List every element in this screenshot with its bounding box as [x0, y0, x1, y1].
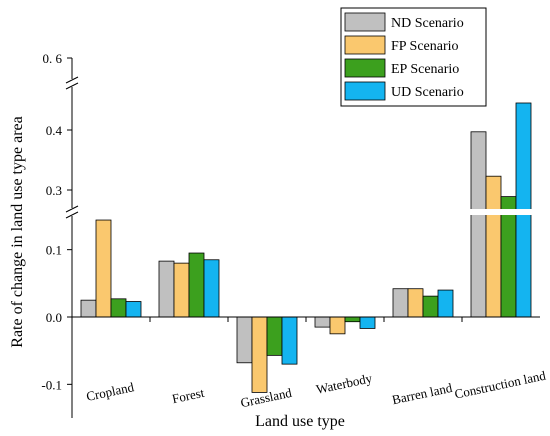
legend-swatch-2 [344, 35, 386, 55]
bar-grassland-s1 [236, 316, 253, 364]
bar-waterbody-s1 [314, 316, 331, 328]
legend-label-1: ND Scenario [391, 16, 464, 31]
legend: ND Scenario FP Scenario EP Scenario UD Scen… [340, 7, 487, 107]
bar-waterbody-s4 [359, 316, 376, 329]
y-tick-label: 0. 6 [43, 51, 63, 66]
axis-break-gap [73, 209, 541, 215]
legend-swatch-3 [344, 58, 386, 78]
legend-label-2: FP Scenario [391, 39, 459, 54]
bar-construction-land-s1 [470, 131, 487, 318]
bar-waterbody-s2 [329, 316, 346, 335]
bars-layer [73, 102, 541, 393]
axis-break-mark [65, 205, 79, 213]
bar-grassland-s2 [251, 316, 268, 393]
axis-break-mark [65, 76, 79, 84]
bar-construction-land-s2 [485, 175, 502, 318]
legend-label-4: UD Scenario [391, 85, 464, 100]
bar-waterbody-s3 [344, 316, 361, 323]
y-tick-label: 0.0 [46, 310, 62, 325]
y-tick-label: -0.1 [41, 377, 62, 392]
x-tick-label-forest: Forest [171, 385, 206, 407]
y-tick-label: 0.4 [46, 123, 63, 138]
bar-forest-s3 [188, 252, 205, 318]
bar-barren-land-s4 [437, 289, 454, 318]
y-tick-label: 0.3 [46, 183, 62, 198]
axis-break-mark [65, 211, 79, 219]
y-axis: -0.1 0.0 0.1 0.3 0.4 0. 6 [41, 51, 540, 418]
x-tick-label-barren-land: Barren land [391, 380, 454, 407]
legend-swatch-1 [344, 12, 386, 32]
x-tick-label-cropland: Cropland [85, 379, 136, 404]
bar-cropland-s2 [95, 219, 112, 318]
legend-label-3: EP Scenario [391, 62, 459, 77]
y-axis-label: Rate of change in land use type area [9, 116, 26, 347]
x-tick-label-waterbody: Waterbody [315, 370, 374, 397]
bar-barren-land-s2 [407, 288, 424, 318]
y-tick-label: 0.1 [46, 243, 62, 258]
bar-grassland-s3 [266, 316, 283, 356]
bar-forest-s2 [173, 262, 190, 318]
legend-swatch-4 [344, 81, 386, 101]
axis-break-mark [65, 82, 79, 90]
bar-barren-land-s3 [422, 295, 439, 318]
bar-cropland-s1 [80, 299, 97, 318]
bar-forest-s1 [158, 260, 175, 318]
bar-forest-s4 [203, 259, 220, 318]
x-axis-label: Land use type [255, 413, 345, 430]
x-tick-label-construction-land: Construction land [453, 368, 547, 402]
bar-cropland-s4 [125, 301, 142, 318]
bar-barren-land-s1 [392, 288, 409, 318]
bar-grassland-s4 [281, 316, 298, 365]
bar-cropland-s3 [110, 298, 127, 318]
